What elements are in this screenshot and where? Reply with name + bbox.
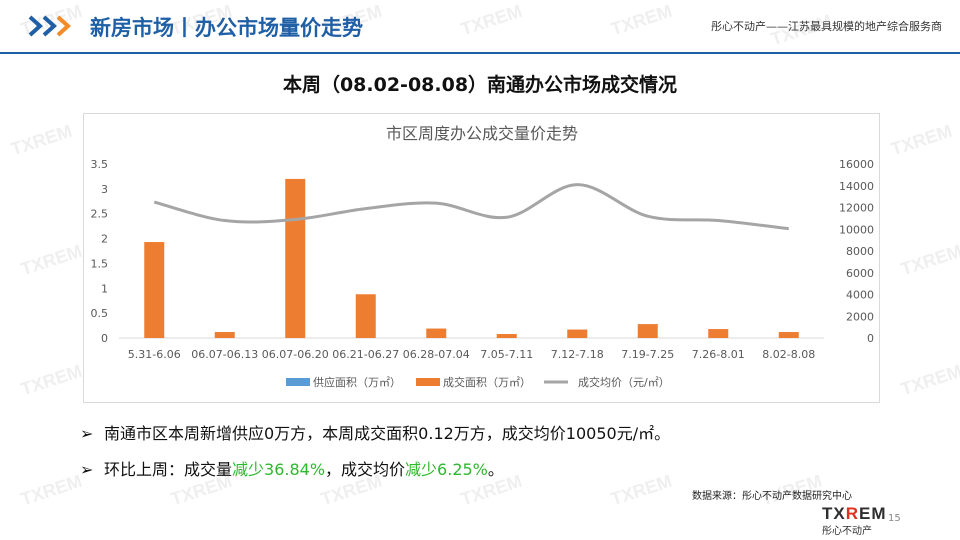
- y-tick-label-left: 0: [101, 332, 108, 345]
- watermark: TXREM: [8, 120, 75, 160]
- y-tick-label-right: 8000: [846, 245, 874, 258]
- chevron-right-icon: [28, 15, 71, 37]
- x-tick-label: 06.07-06.20: [262, 348, 329, 361]
- bar-deal-area: [355, 294, 376, 338]
- y-tick-label-right: 4000: [846, 289, 874, 302]
- y-tick-label-right: 10000: [839, 223, 874, 236]
- bullet-text: 。: [487, 460, 504, 479]
- y-tick-label-left: 1: [101, 282, 108, 295]
- y-tick-label-right: 14000: [839, 180, 874, 193]
- section-subtitle: 本周（08.02-08.08）南通办公市场成交情况: [282, 74, 678, 96]
- bullet-text: ，成交均价: [325, 460, 406, 479]
- x-tick-label: 06.07-06.13: [191, 348, 258, 361]
- watermark: TXREM: [888, 120, 955, 160]
- bar-deal-area: [708, 329, 729, 338]
- bullet-item: ➢ 南通市区本周新增供应0万方，本周成交面积0.12万方，成交均价10050元/㎡…: [80, 420, 670, 444]
- watermark: TXREM: [898, 360, 960, 400]
- legend-label: 供应面积（万㎡）: [313, 375, 401, 389]
- watermark: TXREM: [18, 240, 85, 280]
- page-number: 15: [888, 513, 901, 524]
- bullet-text: 环比上周：成交量: [104, 460, 233, 479]
- x-tick-label: 7.26-8.01: [692, 348, 745, 361]
- y-tick-label-left: 1.5: [91, 257, 109, 270]
- chart-title: 市区周度办公成交量价走势: [386, 124, 578, 143]
- header-divider: [0, 52, 960, 54]
- watermark: TXREM: [18, 360, 85, 400]
- y-tick-label-left: 3: [101, 183, 108, 196]
- series-line-price: [153, 183, 789, 231]
- bar-deal-area: [778, 332, 799, 338]
- x-tick-label: 8.02-8.08: [762, 348, 815, 361]
- legend-label: 成交均价（元/㎡）: [578, 375, 670, 389]
- y-tick-label-right: 6000: [846, 267, 874, 280]
- bar-deal-area: [637, 324, 658, 338]
- page-title: 新房市场丨办公市场量价走势: [90, 16, 363, 40]
- bar-deal-area: [496, 334, 517, 338]
- watermark: TXREM: [898, 240, 960, 280]
- bar-deal-area: [144, 242, 165, 338]
- combo-chart: 市区周度办公成交量价走势 0 0.5 1 1.5 2 2.5 3 3.5 0 2000 4000 6…: [91, 124, 875, 389]
- y-tick-label-left: 2.5: [91, 208, 109, 221]
- bar-deal-area: [214, 332, 235, 338]
- legend-swatch: [286, 378, 310, 386]
- x-tick-label: 5.31-6.06: [128, 348, 181, 361]
- arrow-bullet-icon: ➢: [80, 424, 94, 443]
- x-tick-label: 7.19-7.25: [621, 348, 674, 361]
- bullet-list: ➢ 南通市区本周新增供应0万方，本周成交面积0.12万方，成交均价10050元/㎡…: [80, 420, 670, 492]
- x-tick-label: 06.21-06.27: [332, 348, 399, 361]
- y-tick-label-right: 12000: [839, 202, 874, 215]
- y-tick-label-left: 2: [101, 233, 108, 246]
- y-tick-label-left: 0.5: [91, 307, 109, 320]
- price-change: 减少6.25%: [405, 460, 488, 479]
- bullet-text: 南通市区本周新增供应0万方，本周成交面积0.12万方，成交均价10050元/㎡。: [104, 424, 671, 443]
- volume-change: 减少36.84%: [232, 460, 326, 479]
- y-tick-label-left: 3.5: [91, 158, 109, 171]
- y-tick-label-right: 2000: [846, 310, 874, 323]
- x-tick-label: 7.05-7.11: [480, 348, 533, 361]
- legend-label: 成交面积（万㎡）: [443, 375, 531, 389]
- watermark: TXREM: [18, 470, 85, 510]
- bar-deal-area: [285, 178, 306, 338]
- y-tick-label-right: 0: [867, 332, 874, 345]
- company-logo: TXREM 彤心不动产: [822, 504, 887, 537]
- data-source: 数据来源：彤心不动产数据研究中心: [692, 491, 852, 502]
- legend-swatch: [416, 378, 440, 386]
- bullet-item: ➢ 环比上周：成交量减少36.84%，成交均价减少6.25%。: [80, 456, 670, 480]
- x-tick-label: 7.12-7.18: [551, 348, 604, 361]
- y-tick-label-right: 16000: [839, 158, 874, 171]
- arrow-bullet-icon: ➢: [80, 460, 94, 479]
- header: 新房市场丨办公市场量价走势 彤心不动产——江苏最具规模的地产综合服务商: [0, 0, 960, 56]
- chart-container: 市区周度办公成交量价走势 0 0.5 1 1.5 2 2.5 3 3.5 0 2000 4000 6…: [83, 113, 880, 403]
- x-tick-label: 06.28-07.04: [403, 348, 470, 361]
- bar-deal-area: [567, 329, 588, 338]
- tagline: 彤心不动产——江苏最具规模的地产综合服务商: [711, 20, 942, 33]
- bar-deal-area: [426, 328, 447, 338]
